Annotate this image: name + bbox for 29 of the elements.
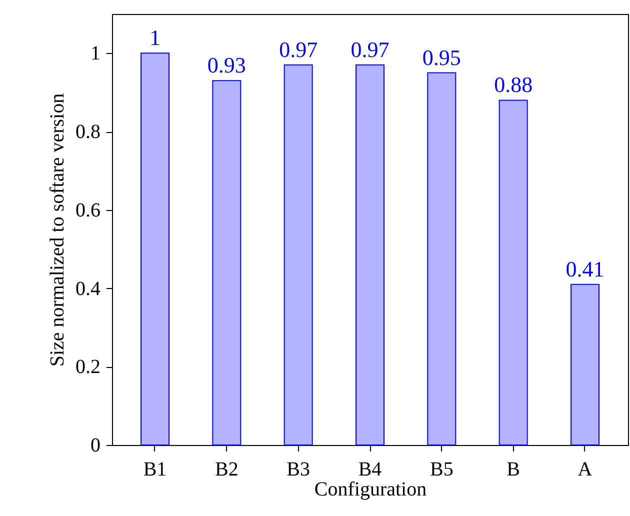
y-tick-label: 1	[90, 42, 100, 65]
bar	[212, 80, 242, 446]
bar	[284, 64, 313, 446]
data-label: 0.41	[566, 256, 604, 282]
x-tick-label: B5	[430, 458, 454, 480]
y-tick-label: 0	[90, 434, 100, 456]
bar	[570, 284, 600, 446]
data-label: 0.93	[207, 52, 246, 78]
y-tick-label: 0.8	[76, 121, 100, 144]
x-tick-label: B4	[358, 458, 382, 480]
x-tick-label: B1	[143, 458, 167, 480]
bar	[498, 100, 528, 446]
x-tick-label: B	[506, 458, 520, 480]
data-label: 1	[150, 25, 160, 50]
x-tick-label: B2	[214, 458, 238, 480]
x-tick-label: B3	[286, 458, 310, 480]
y-tick-label: 0.2	[76, 356, 100, 378]
data-label: 0.97	[350, 36, 390, 62]
data-label: 0.97	[279, 36, 318, 62]
bar	[140, 52, 170, 446]
y-axis-title: Size normalized to softare version	[46, 93, 68, 367]
bar	[427, 72, 456, 446]
bar	[356, 64, 384, 446]
data-label: 0.95	[422, 44, 461, 70]
data-label: 0.88	[494, 72, 533, 98]
y-tick-label: 0.4	[76, 278, 100, 300]
x-axis-title: Configuration	[314, 478, 427, 500]
y-tick-label: 0.6	[76, 199, 100, 222]
x-tick-label: A	[578, 458, 593, 480]
